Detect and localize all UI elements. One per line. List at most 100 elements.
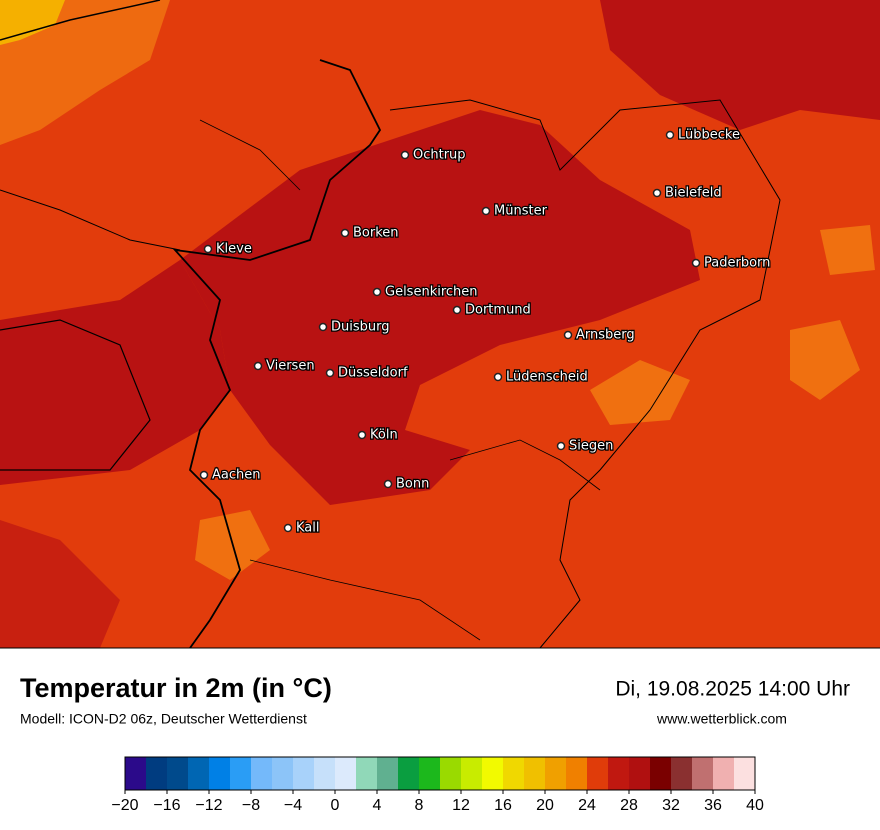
city-dot [325, 368, 335, 378]
colorbar-tick-label: 28 [620, 797, 638, 814]
city-label: Duisburg [331, 320, 390, 335]
city-dot [203, 244, 213, 254]
map-field [0, 0, 880, 648]
title: Temperatur in 2m (in °C) [20, 673, 332, 703]
city-label: Aachen [212, 468, 260, 483]
city: Bonn [383, 475, 431, 493]
borders [0, 0, 880, 649]
subtitle: Modell: ICON-D2 06z, Deutscher Wetterdie… [20, 711, 307, 727]
city-dot [652, 188, 662, 198]
city-dot [665, 130, 675, 140]
colorbar-tick-label: −4 [284, 797, 302, 814]
colorbar-tick-label: 40 [746, 797, 764, 814]
city-dot [383, 479, 393, 489]
colorbar-cell [125, 757, 146, 790]
city-dot [481, 206, 491, 216]
city-label: Dortmund [465, 303, 531, 318]
colorbar-cell [209, 757, 230, 790]
colorbar-cell [713, 757, 734, 790]
city: Lübbecke [665, 126, 741, 144]
city-dot [400, 150, 410, 160]
city-label: Bonn [396, 477, 429, 492]
colorbar-frame [124, 756, 756, 791]
valid-time: Di, 19.08.2025 14:00 Uhr [615, 678, 850, 701]
colorbar-cell [356, 757, 377, 790]
city: Kleve [203, 240, 253, 258]
colorbar-tick-label: −20 [111, 797, 138, 814]
city-dot [372, 287, 382, 297]
colorbar-cell [146, 757, 167, 790]
colorbar-cell [692, 757, 713, 790]
city-dot [340, 228, 350, 238]
city: Arnsberg [563, 326, 636, 344]
colorbar-tick-label: 0 [331, 797, 340, 814]
colorbar-cell [734, 757, 755, 790]
city-label: Köln [370, 428, 398, 443]
colorbar-tick-label: 24 [578, 797, 596, 814]
colorbar-cell [461, 757, 482, 790]
colorbar-cell [188, 757, 209, 790]
city: Viersen [253, 357, 316, 375]
colorbar-cell [230, 757, 251, 790]
city: Lüdenscheid [493, 368, 589, 386]
city: Gelsenkirchen [372, 283, 479, 301]
city-label: Ochtrup [413, 148, 466, 163]
city: Köln [357, 426, 399, 444]
city-label: Düsseldorf [338, 366, 408, 381]
colorbar-cell [293, 757, 314, 790]
colorbar-cell [587, 757, 608, 790]
colorbar-tick-label: 8 [415, 797, 424, 814]
city-dot [493, 372, 503, 382]
city-dot [199, 470, 209, 480]
city: Duisburg [318, 318, 391, 336]
city-label: Münster [494, 204, 548, 219]
website: www.wetterblick.com [656, 711, 787, 727]
city-label: Kall [296, 521, 320, 536]
city-label: Lüdenscheid [506, 370, 588, 385]
city-dot [556, 441, 566, 451]
colorbar-cell [440, 757, 461, 790]
city-dot [563, 330, 573, 340]
city-label: Kleve [216, 242, 252, 257]
city: Dortmund [452, 301, 532, 319]
colorbar-cell [545, 757, 566, 790]
colorbar-cell [398, 757, 419, 790]
city-label: Lübbecke [678, 128, 740, 143]
colorbar-cell [503, 757, 524, 790]
city-label: Siegen [569, 439, 613, 454]
colorbar-cell [251, 757, 272, 790]
city: Kall [283, 519, 321, 537]
city: Siegen [556, 437, 615, 455]
colorbar-cell [482, 757, 503, 790]
colorbar-cell [335, 757, 356, 790]
city-dot [253, 361, 263, 371]
city-dot [318, 322, 328, 332]
city: Bielefeld [652, 184, 723, 202]
city: Paderborn [691, 254, 772, 272]
colorbar-cell [650, 757, 671, 790]
colorbar-tick-label: 4 [373, 797, 382, 814]
city-dot [357, 430, 367, 440]
colorbar-cell [629, 757, 650, 790]
city-label: Gelsenkirchen [385, 285, 478, 300]
city-label: Bielefeld [665, 186, 722, 201]
colorbar-cell [524, 757, 545, 790]
colorbar-cell [566, 757, 587, 790]
colorbar-cell [608, 757, 629, 790]
city-label: Paderborn [704, 256, 770, 271]
city: Münster [481, 202, 549, 220]
city-dot [452, 305, 462, 315]
city-label: Viersen [266, 359, 315, 374]
colorbar-tick-label: 16 [494, 797, 512, 814]
city: Borken [340, 224, 400, 242]
colorbar-tick-label: 12 [452, 797, 470, 814]
colorbar-tick-label: −12 [195, 797, 222, 814]
colorbar-tick-label: −8 [242, 797, 260, 814]
city-label: Borken [353, 226, 399, 241]
city: Düsseldorf [325, 364, 409, 382]
colorbar-cell [314, 757, 335, 790]
city-dot [691, 258, 701, 268]
colorbar-tick-label: 32 [662, 797, 680, 814]
colorbar-cell [167, 757, 188, 790]
